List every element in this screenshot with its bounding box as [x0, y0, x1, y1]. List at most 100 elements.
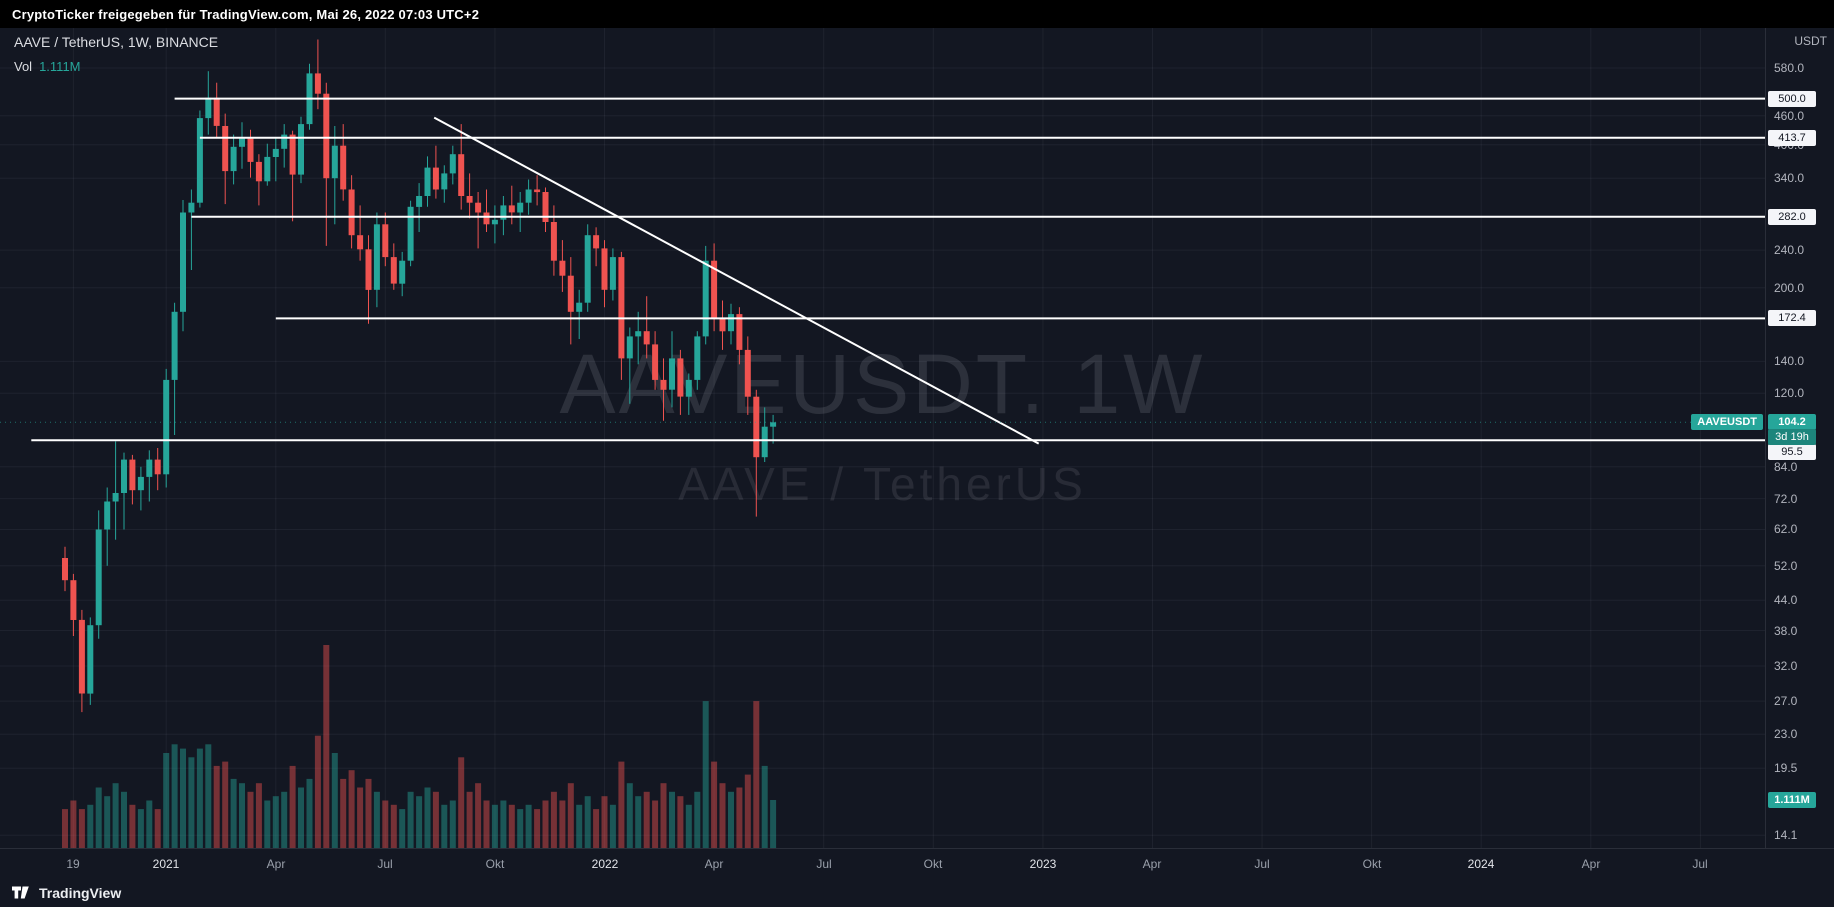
volume-bar	[685, 804, 692, 848]
volume-bar	[264, 800, 271, 848]
candle-body	[449, 154, 456, 174]
volume-bar	[744, 774, 751, 848]
candles	[62, 39, 777, 713]
volume-bar	[576, 804, 583, 848]
time-tick-label: Jul	[377, 857, 393, 871]
vol-label: Vol	[14, 59, 33, 74]
candle-body	[407, 206, 414, 261]
tradingview-logo-icon	[12, 886, 29, 899]
volume-bar	[694, 791, 701, 848]
candle-body	[660, 379, 667, 390]
volume-bar	[609, 804, 616, 848]
candle-body	[365, 249, 372, 290]
candle-body	[357, 235, 364, 250]
volume-bar	[239, 783, 245, 848]
volume-bar	[87, 804, 94, 848]
volume-bar	[323, 645, 330, 848]
level-price-badge: 172.4	[1768, 310, 1816, 326]
candle-body	[205, 97, 212, 119]
candle-body	[247, 138, 254, 162]
volume-bar	[365, 778, 372, 848]
candle-body	[652, 344, 659, 380]
price-tick-label: 240.0	[1774, 243, 1805, 257]
candle-body	[500, 205, 507, 220]
volume-bar	[424, 787, 431, 848]
candle-body	[323, 93, 330, 179]
candle-body	[230, 146, 237, 172]
tradingview-logo[interactable]: TradingView	[12, 885, 121, 901]
volume-bar	[154, 809, 161, 848]
candle-body	[154, 459, 161, 475]
price-axis[interactable]: USDT 580.0460.0400.0340.0240.0200.0140.0…	[1765, 28, 1834, 848]
symbol-legend[interactable]: AAVE / TetherUS, 1W, BINANCE	[14, 34, 219, 50]
time-tick-label: Okt	[1362, 857, 1382, 871]
volume-bar	[205, 744, 212, 848]
volume-bar	[761, 765, 768, 848]
volume-bar	[458, 757, 465, 848]
volume-bar	[483, 800, 490, 848]
price-tick-label: 120.0	[1774, 386, 1805, 400]
attribution-bar: CryptoTicker freigegeben für TradingView…	[0, 0, 1834, 28]
level-price-badge: 500.0	[1768, 91, 1816, 107]
volume-bar	[491, 804, 498, 848]
candle-body	[669, 358, 675, 390]
time-tick-label: 2023	[1029, 857, 1057, 871]
volume-bar	[213, 765, 220, 848]
candle-body	[340, 145, 347, 190]
candle-body	[331, 145, 338, 179]
volume-bar	[348, 770, 355, 848]
candle-body	[314, 73, 321, 94]
trendline	[433, 116, 1040, 445]
price-tick-label: 140.0	[1774, 354, 1805, 368]
footer-bar: TradingView	[0, 878, 1834, 907]
volume-bar	[449, 800, 456, 848]
candle-body	[432, 167, 439, 190]
candle-body	[458, 154, 465, 196]
candle-body	[87, 625, 94, 694]
candle-body	[483, 212, 490, 225]
volume-bar	[466, 791, 473, 848]
volume-bar	[660, 783, 667, 848]
volume-bar	[407, 791, 414, 848]
bar-countdown-badge: 3d 19h	[1768, 429, 1816, 445]
candle-body	[702, 260, 709, 337]
volume-bar	[525, 804, 532, 848]
candle-body	[390, 257, 397, 284]
time-tick-label: Apr	[266, 857, 286, 871]
candle-body	[78, 619, 85, 694]
price-pane[interactable]: AAVEUSDT. 1W AAVE / TetherUS AAVE / Teth…	[0, 28, 1765, 848]
candle-body	[567, 275, 574, 312]
legend: AAVE / TetherUS, 1W, BINANCE Vol 1.111M	[14, 34, 218, 74]
time-axis[interactable]: 19 2021 Apr Jul Okt 2022 Apr Jul Okt 2023 Apr Jul Ok…	[0, 848, 1834, 878]
candle-body	[163, 379, 170, 475]
price-tick-label: 38.0	[1774, 624, 1798, 638]
candlestick-plot[interactable]	[0, 28, 1765, 848]
candle-body	[213, 97, 220, 126]
price-tick-label: 52.0	[1774, 559, 1798, 573]
candle-body	[121, 459, 127, 493]
volume-legend: Vol 1.111M	[14, 59, 218, 74]
candle-body	[685, 379, 692, 397]
volume-bar	[534, 809, 541, 848]
candle-body	[719, 318, 726, 332]
time-tick-label: 19	[66, 857, 80, 871]
price-tick-label: 460.0	[1774, 109, 1805, 123]
volume-bar	[399, 809, 406, 848]
candle-body	[373, 224, 380, 290]
candle-body	[711, 260, 718, 319]
volume-bar	[62, 809, 68, 848]
candle-body	[744, 349, 751, 397]
volume-bar	[441, 804, 448, 848]
volume-bar	[112, 783, 119, 848]
volume-bar	[669, 791, 675, 848]
candle-body	[550, 222, 557, 261]
candle-body	[424, 167, 431, 196]
volume-bar	[416, 796, 423, 848]
horizontal-level-lines	[31, 97, 1765, 442]
volume-bar	[230, 778, 237, 848]
volume-bar	[314, 735, 321, 848]
candle-body	[584, 235, 591, 303]
current-volume-badge: 1.111M	[1768, 792, 1816, 808]
candle-body	[129, 459, 136, 491]
